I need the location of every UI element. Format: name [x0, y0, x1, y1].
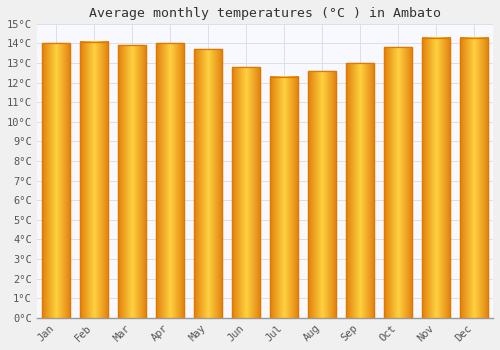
Bar — [460, 37, 488, 318]
Bar — [232, 67, 260, 318]
Bar — [384, 47, 412, 318]
Bar — [270, 77, 298, 318]
Bar — [308, 71, 336, 318]
Bar — [194, 49, 222, 318]
Bar — [42, 43, 70, 318]
Bar — [460, 37, 488, 318]
Bar — [308, 71, 336, 318]
Bar — [118, 46, 146, 318]
Bar — [422, 37, 450, 318]
Bar — [80, 42, 108, 318]
Title: Average monthly temperatures (°C ) in Ambato: Average monthly temperatures (°C ) in Am… — [89, 7, 441, 20]
Bar — [270, 77, 298, 318]
Bar — [346, 63, 374, 318]
Bar — [156, 43, 184, 318]
Bar — [422, 37, 450, 318]
Bar — [80, 42, 108, 318]
Bar — [232, 67, 260, 318]
Bar — [42, 43, 70, 318]
Bar — [346, 63, 374, 318]
Bar — [194, 49, 222, 318]
Bar — [118, 46, 146, 318]
Bar — [156, 43, 184, 318]
Bar — [384, 47, 412, 318]
